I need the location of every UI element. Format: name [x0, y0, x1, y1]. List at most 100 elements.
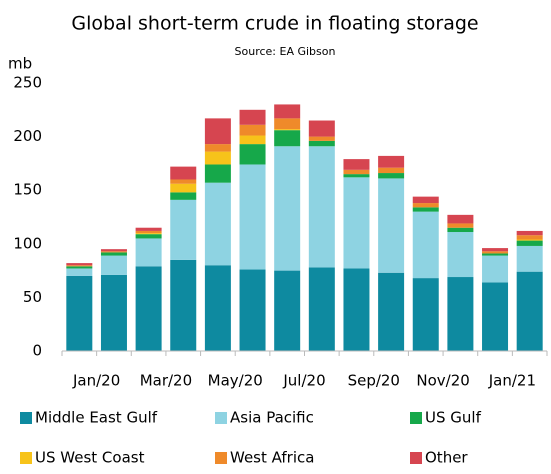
bar-segment	[516, 235, 543, 240]
y-tick-label: 150	[13, 181, 42, 199]
x-tick-label: May/20	[208, 372, 263, 390]
bar-segment	[66, 266, 93, 269]
bar-segment	[274, 118, 301, 130]
bar-segment	[66, 275, 93, 351]
bar-segment	[66, 265, 93, 267]
bar-segment	[170, 259, 197, 351]
bar-segment	[239, 144, 266, 165]
bar-segment	[170, 192, 197, 200]
bar-segment	[239, 124, 266, 136]
legend-swatch	[215, 412, 227, 424]
bar-segment	[100, 249, 127, 252]
bar-segment	[378, 173, 405, 179]
bar-segment	[100, 255, 127, 275]
bar-segment	[204, 265, 231, 351]
bar-segment	[170, 199, 197, 260]
bar-segment	[482, 248, 509, 252]
bar-segment	[274, 129, 301, 131]
y-tick-label: 100	[13, 234, 42, 252]
bar-segment	[135, 233, 162, 235]
bar-segment	[239, 164, 266, 270]
bar-segment	[274, 130, 301, 147]
bar-segment	[135, 238, 162, 267]
y-tick-label: 50	[23, 288, 42, 306]
x-tick-label: Sep/20	[348, 372, 400, 390]
bar-segment	[100, 274, 127, 351]
y-tick-label: 200	[13, 127, 42, 145]
bar-segment	[447, 232, 474, 278]
bar-segment	[482, 282, 509, 351]
bar-segment	[170, 183, 197, 193]
bar-segment	[378, 167, 405, 174]
bar-segment	[274, 104, 301, 119]
x-tick-label: Jan/20	[72, 372, 120, 390]
bar-segment	[135, 234, 162, 239]
bar-segment	[239, 135, 266, 145]
bar-segment	[412, 196, 439, 204]
bar-segment	[412, 278, 439, 351]
bar-segment	[516, 240, 543, 246]
bar-segment	[343, 268, 370, 351]
legend-swatch	[20, 412, 32, 424]
legend-label: West Africa	[230, 449, 314, 467]
bar-segment	[66, 268, 93, 276]
chart-title: Global short-term crude in floating stor…	[71, 13, 478, 35]
y-tick-label: 250	[13, 74, 42, 92]
bar-segment	[447, 223, 474, 228]
bar-segment	[343, 177, 370, 269]
bar-segment	[239, 269, 266, 351]
bar-segment	[100, 251, 127, 253]
bar-segment	[412, 211, 439, 279]
bar-segment	[170, 166, 197, 180]
bar-segment	[308, 120, 335, 137]
bar-segment	[412, 203, 439, 208]
y-axis-label: mb	[8, 55, 32, 73]
bar-segment	[135, 230, 162, 234]
bar-segment	[135, 227, 162, 231]
bar-segment	[308, 140, 335, 147]
legend-label: US West Coast	[35, 449, 145, 467]
bar-segment	[204, 182, 231, 266]
bar-segment	[482, 251, 509, 254]
bar-segment	[308, 267, 335, 351]
bar-segment	[412, 207, 439, 212]
bar-segment	[482, 255, 509, 283]
bar-segment	[204, 144, 231, 152]
legend-label: Middle East Gulf	[35, 409, 158, 427]
bar-segment	[308, 146, 335, 268]
chart-subtitle: Source: EA Gibson	[235, 45, 336, 58]
legend-label: Asia Pacific	[230, 409, 314, 427]
legend-label: Other	[425, 449, 468, 467]
legend-label: US Gulf	[425, 409, 482, 427]
bar-segment	[343, 169, 370, 175]
bar-segment	[308, 136, 335, 141]
bar-segment	[516, 245, 543, 272]
bar-segment	[482, 253, 509, 256]
bar-segment	[204, 164, 231, 183]
x-tick-label: Nov/20	[416, 372, 469, 390]
bar-segment	[516, 271, 543, 351]
y-tick-label: 0	[32, 342, 42, 360]
x-tick-label: Jul/20	[282, 372, 325, 390]
bar-segment	[239, 109, 266, 125]
bar-segment	[204, 151, 231, 165]
bar-segment	[378, 155, 405, 168]
bar-segment	[378, 272, 405, 351]
bar-segment	[274, 270, 301, 351]
legend-swatch	[20, 452, 32, 464]
bar-segment	[447, 227, 474, 233]
bar-segment	[516, 239, 543, 241]
bar-segment	[378, 178, 405, 273]
bar-segment	[135, 266, 162, 351]
bar-segment	[447, 277, 474, 351]
legend-swatch	[410, 452, 422, 464]
bar-segment	[343, 174, 370, 178]
bar-segment	[516, 230, 543, 236]
x-tick-label: Jan/21	[488, 372, 536, 390]
legend-swatch	[215, 452, 227, 464]
bar-segment	[100, 252, 127, 256]
legend-swatch	[410, 412, 422, 424]
bar-segment	[343, 159, 370, 170]
bar-segment	[204, 118, 231, 145]
